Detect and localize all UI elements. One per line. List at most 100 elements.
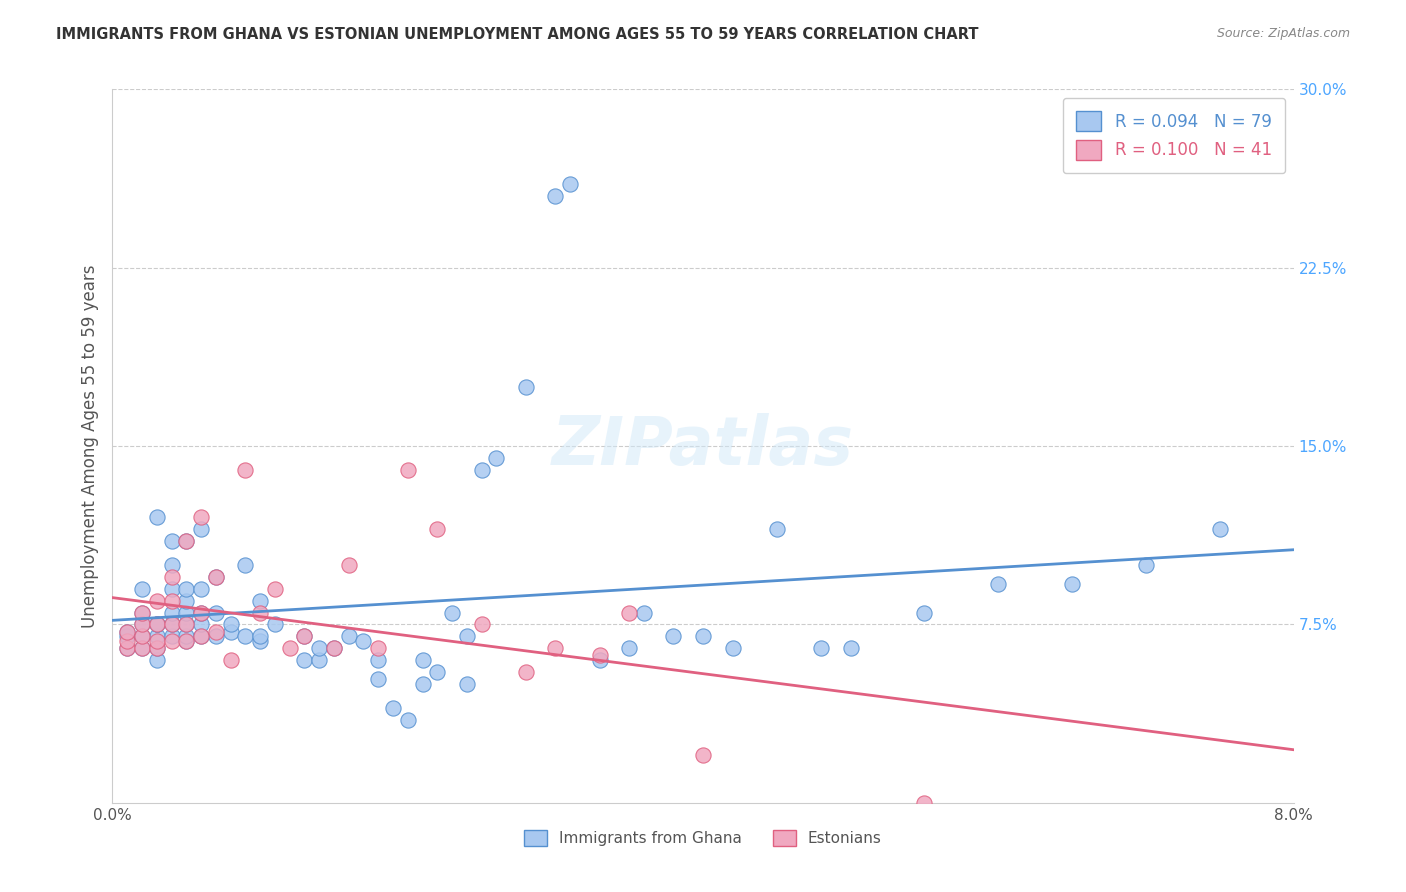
Immigrants from Ghana (146, 641, 169, 656)
Immigrants from Ghana (367, 653, 389, 667)
Immigrants from Ghana (1135, 558, 1157, 572)
Estonians (146, 593, 169, 607)
Immigrants from Ghana (1062, 577, 1084, 591)
Immigrants from Ghana (117, 629, 138, 643)
Immigrants from Ghana (485, 450, 508, 465)
Estonians (174, 617, 197, 632)
Immigrants from Ghana (146, 617, 169, 632)
Estonians (190, 606, 212, 620)
Immigrants from Ghana (205, 606, 228, 620)
Immigrants from Ghana (588, 653, 610, 667)
Immigrants from Ghana (146, 629, 169, 643)
Immigrants from Ghana (205, 570, 228, 584)
Immigrants from Ghana (190, 582, 212, 596)
Immigrants from Ghana (308, 653, 330, 667)
Immigrants from Ghana (396, 713, 419, 727)
Immigrants from Ghana (233, 629, 256, 643)
Immigrants from Ghana (456, 629, 478, 643)
Immigrants from Ghana (249, 634, 271, 648)
Estonians (264, 582, 287, 596)
Immigrants from Ghana (412, 677, 434, 691)
Estonians (692, 748, 714, 763)
Estonians (160, 593, 183, 607)
Immigrants from Ghana (323, 641, 346, 656)
Text: Source: ZipAtlas.com: Source: ZipAtlas.com (1216, 27, 1350, 40)
Immigrants from Ghana (692, 629, 714, 643)
Estonians (146, 617, 169, 632)
Legend: Immigrants from Ghana, Estonians: Immigrants from Ghana, Estonians (517, 824, 889, 852)
Immigrants from Ghana (131, 617, 153, 632)
Immigrants from Ghana (249, 629, 271, 643)
Estonians (160, 570, 183, 584)
Immigrants from Ghana (131, 641, 153, 656)
Immigrants from Ghana (292, 653, 315, 667)
Immigrants from Ghana (174, 629, 197, 643)
Immigrants from Ghana (190, 606, 212, 620)
Estonians (337, 558, 360, 572)
Estonians (131, 606, 153, 620)
Immigrants from Ghana (174, 593, 197, 607)
Immigrants from Ghana (914, 606, 936, 620)
Immigrants from Ghana (292, 629, 315, 643)
Estonians (190, 629, 212, 643)
Immigrants from Ghana (205, 629, 228, 643)
Immigrants from Ghana (174, 617, 197, 632)
Immigrants from Ghana (810, 641, 832, 656)
Immigrants from Ghana (160, 617, 183, 632)
Immigrants from Ghana (219, 617, 242, 632)
Estonians (914, 796, 936, 810)
Immigrants from Ghana (117, 624, 138, 639)
Immigrants from Ghana (352, 634, 374, 648)
Estonians (292, 629, 315, 643)
Immigrants from Ghana (174, 582, 197, 596)
Estonians (471, 617, 494, 632)
Immigrants from Ghana (160, 534, 183, 549)
Immigrants from Ghana (146, 653, 169, 667)
Immigrants from Ghana (721, 641, 744, 656)
Text: ZIPatlas: ZIPatlas (553, 413, 853, 479)
Estonians (146, 641, 169, 656)
Estonians (323, 641, 346, 656)
Immigrants from Ghana (471, 463, 494, 477)
Estonians (160, 634, 183, 648)
Immigrants from Ghana (1208, 522, 1232, 536)
Immigrants from Ghana (765, 522, 787, 536)
Immigrants from Ghana (249, 593, 271, 607)
Immigrants from Ghana (190, 629, 212, 643)
Estonians (131, 629, 153, 643)
Estonians (174, 534, 197, 549)
Immigrants from Ghana (190, 617, 212, 632)
Estonians (515, 665, 537, 679)
Estonians (117, 641, 138, 656)
Immigrants from Ghana (337, 629, 360, 643)
Immigrants from Ghana (264, 617, 287, 632)
Estonians (249, 606, 271, 620)
Immigrants from Ghana (515, 379, 537, 393)
Immigrants from Ghana (174, 634, 197, 648)
Immigrants from Ghana (146, 617, 169, 632)
Immigrants from Ghana (456, 677, 478, 691)
Estonians (278, 641, 301, 656)
Estonians (233, 463, 256, 477)
Estonians (117, 624, 138, 639)
Estonians (117, 634, 138, 648)
Text: IMMIGRANTS FROM GHANA VS ESTONIAN UNEMPLOYMENT AMONG AGES 55 TO 59 YEARS CORRELA: IMMIGRANTS FROM GHANA VS ESTONIAN UNEMPL… (56, 27, 979, 42)
Estonians (426, 522, 449, 536)
Immigrants from Ghana (117, 641, 138, 656)
Estonians (619, 606, 641, 620)
Estonians (396, 463, 419, 477)
Immigrants from Ghana (633, 606, 655, 620)
Immigrants from Ghana (190, 522, 212, 536)
Estonians (367, 641, 389, 656)
Estonians (588, 648, 610, 663)
Estonians (131, 641, 153, 656)
Immigrants from Ghana (174, 534, 197, 549)
Immigrants from Ghana (308, 641, 330, 656)
Estonians (205, 570, 228, 584)
Immigrants from Ghana (160, 582, 183, 596)
Immigrants from Ghana (839, 641, 862, 656)
Immigrants from Ghana (174, 606, 197, 620)
Immigrants from Ghana (426, 665, 449, 679)
Immigrants from Ghana (160, 629, 183, 643)
Immigrants from Ghana (160, 606, 183, 620)
